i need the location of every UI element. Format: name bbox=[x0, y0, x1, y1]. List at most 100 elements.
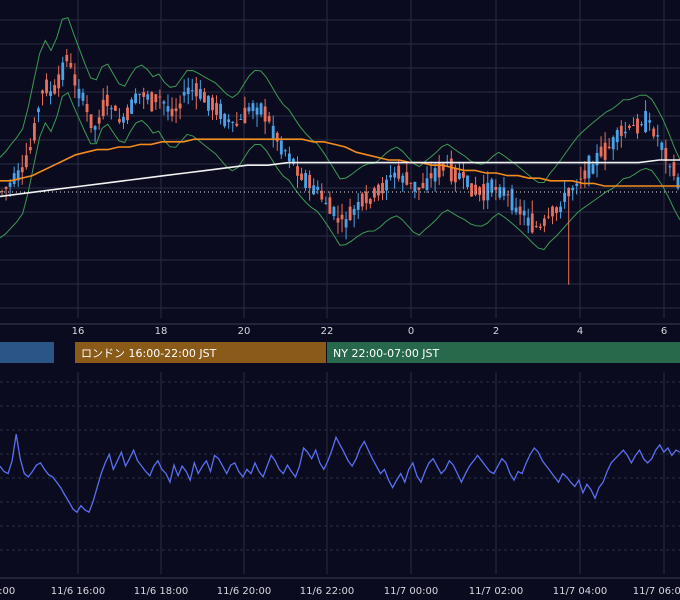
candle-body bbox=[227, 119, 231, 123]
candle-body bbox=[271, 125, 275, 139]
session-label: NY 22:00-07:00 JST bbox=[333, 347, 440, 360]
lower-axis-tick: 4:00 bbox=[0, 586, 15, 597]
candle-body bbox=[45, 79, 48, 94]
candle-body bbox=[117, 119, 121, 123]
candle-body bbox=[328, 197, 332, 214]
candle-body bbox=[389, 175, 393, 178]
candle-body bbox=[101, 99, 105, 117]
candle-body bbox=[28, 146, 32, 151]
candle-body bbox=[619, 125, 623, 136]
candle-body bbox=[154, 94, 158, 103]
session-block bbox=[327, 342, 680, 363]
candle-body bbox=[377, 184, 380, 196]
candle-body bbox=[599, 146, 603, 157]
candle-body bbox=[255, 107, 259, 115]
lower-axis-tick: 11/6 16:00 bbox=[51, 586, 105, 597]
candle-body bbox=[320, 190, 324, 200]
candle-body bbox=[292, 158, 295, 164]
candle-body bbox=[53, 85, 57, 94]
candle-body bbox=[69, 62, 73, 68]
candle-body bbox=[587, 155, 591, 179]
candle-body bbox=[672, 162, 676, 176]
upper-axis-tick: 6 bbox=[661, 326, 667, 337]
candle-body bbox=[636, 118, 639, 134]
candle-body bbox=[668, 166, 672, 168]
upper-axis-tick: 22 bbox=[321, 326, 334, 337]
candle-body bbox=[109, 108, 113, 110]
candle-body bbox=[591, 164, 595, 174]
candle-body bbox=[522, 210, 526, 216]
candle-body bbox=[73, 74, 77, 86]
candle-body bbox=[57, 74, 61, 89]
candle-body bbox=[490, 179, 494, 193]
candle-body bbox=[551, 206, 554, 217]
upper-axis-tick: 2 bbox=[493, 326, 499, 337]
candle-body bbox=[312, 185, 316, 195]
candle-body bbox=[381, 183, 384, 194]
candle-body bbox=[559, 206, 563, 213]
candle-body bbox=[4, 187, 8, 190]
candle-body bbox=[85, 104, 89, 113]
candle-body bbox=[538, 226, 542, 228]
candle-body bbox=[235, 123, 239, 126]
candle-body bbox=[332, 206, 336, 217]
candle-body bbox=[417, 187, 421, 190]
candle-body bbox=[340, 214, 344, 220]
candle-body bbox=[425, 178, 429, 190]
candle-body bbox=[433, 168, 437, 182]
session-bar: ロンドン 16:00-22:00 JST NY 22:00-07:00 JST bbox=[0, 342, 680, 363]
candle-body bbox=[308, 174, 312, 188]
candle-body bbox=[16, 170, 20, 181]
lower-axis-tick: 11/7 06:00 bbox=[633, 586, 680, 597]
candle-body bbox=[352, 208, 356, 215]
candle-body bbox=[126, 107, 129, 121]
candle-body bbox=[526, 217, 530, 226]
candle-body bbox=[89, 114, 93, 129]
candle-body bbox=[462, 171, 465, 178]
candle-body bbox=[61, 62, 65, 80]
candle-body bbox=[457, 173, 461, 179]
candle-body bbox=[360, 193, 364, 207]
candle-body bbox=[259, 103, 263, 115]
candle-body bbox=[644, 110, 648, 133]
upper-axis-tick: 4 bbox=[577, 326, 583, 337]
candle-body bbox=[194, 83, 198, 97]
candle-body bbox=[251, 103, 255, 112]
oscillator-line bbox=[0, 433, 680, 514]
candle-body bbox=[37, 108, 40, 113]
candle-body bbox=[0, 191, 4, 193]
candle-body bbox=[41, 90, 44, 94]
candle-body bbox=[664, 147, 668, 162]
candle-body bbox=[65, 54, 69, 62]
candle-body bbox=[623, 131, 627, 134]
candle-body bbox=[470, 183, 473, 197]
candle-body bbox=[449, 158, 453, 182]
lower-axis-tick: 11/6 22:00 bbox=[300, 586, 354, 597]
candle-body bbox=[186, 87, 190, 95]
candle-body bbox=[267, 116, 271, 122]
candle-body bbox=[178, 103, 182, 109]
candle-body bbox=[122, 116, 125, 123]
candle-body bbox=[453, 167, 457, 183]
candle-body bbox=[170, 108, 174, 117]
candle-body bbox=[356, 202, 360, 210]
candle-body bbox=[300, 173, 303, 180]
lower-axis-tick: 11/6 18:00 bbox=[134, 586, 188, 597]
moving-average-lines bbox=[0, 138, 680, 198]
candle-body bbox=[603, 142, 607, 160]
candle-body bbox=[429, 173, 433, 179]
candle-body bbox=[130, 99, 133, 114]
candle-body bbox=[344, 219, 348, 228]
candle-body bbox=[660, 142, 664, 150]
session-label: ロンドン 16:00-22:00 JST bbox=[81, 347, 217, 360]
candle-body bbox=[555, 207, 558, 214]
candle-body bbox=[231, 121, 235, 123]
candle-body bbox=[134, 93, 138, 104]
candle-body bbox=[393, 172, 397, 178]
candle-body bbox=[676, 177, 680, 189]
candle-body bbox=[263, 106, 267, 122]
candle-body bbox=[324, 202, 328, 204]
candle-body bbox=[607, 146, 611, 149]
candle-body bbox=[397, 165, 401, 179]
